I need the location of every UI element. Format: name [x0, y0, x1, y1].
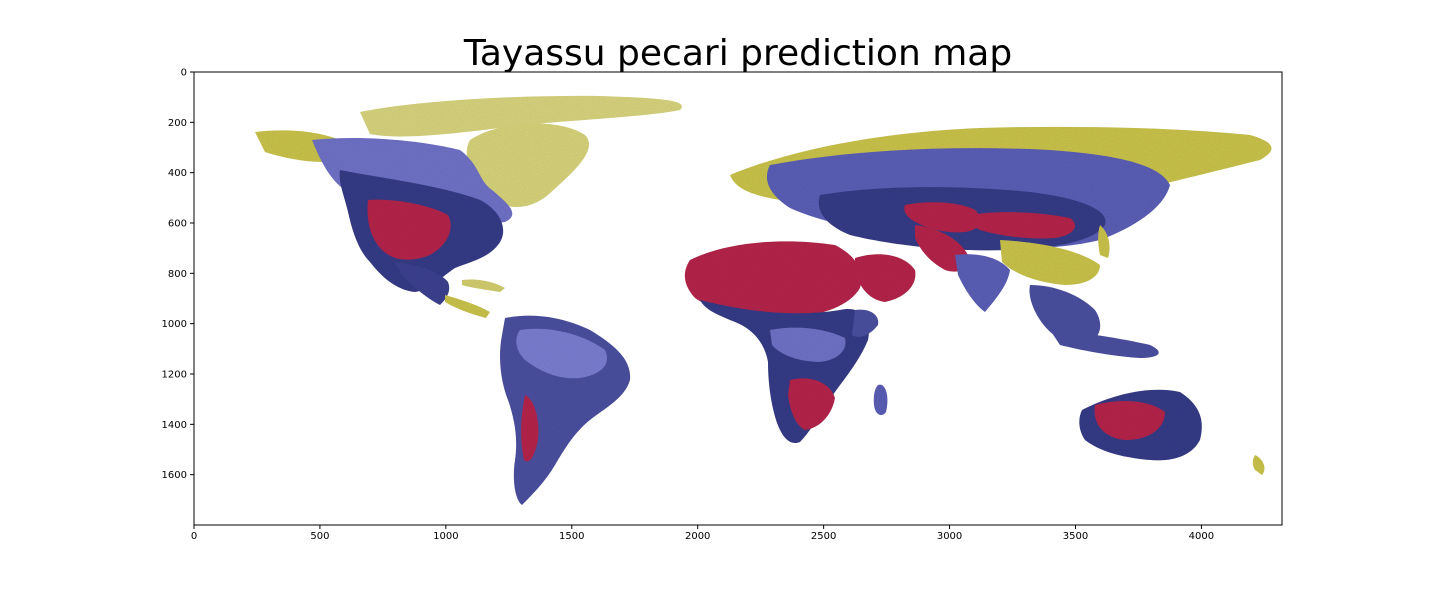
y-tick-label: 200 [168, 118, 187, 129]
amazon-light [516, 328, 608, 379]
india [955, 254, 1010, 312]
tibet-hot [969, 212, 1075, 239]
madagascar [873, 384, 888, 416]
mexico [395, 262, 450, 305]
chart-title: Tayassu pecari prediction map [463, 33, 1013, 74]
greenland [466, 123, 590, 208]
x-tick-label: 3500 [1063, 531, 1088, 542]
indonesia [1050, 330, 1159, 358]
australia-hot [1094, 400, 1165, 440]
y-tick-label: 1600 [162, 470, 187, 481]
arctic-islands [360, 95, 682, 137]
x-tick-label: 1500 [559, 531, 584, 542]
arabia [855, 254, 916, 302]
central-america [445, 295, 490, 318]
middle-east-hot [915, 225, 969, 272]
usa-hot [367, 199, 451, 260]
africa-north-hot [684, 241, 862, 319]
y-tick-label: 1400 [162, 420, 187, 431]
africa-light [770, 327, 846, 362]
africa-south-hot [788, 378, 835, 430]
new-zealand [1252, 455, 1265, 475]
central-asia-hot [904, 202, 981, 233]
x-tick-label: 500 [310, 531, 329, 542]
africa-central [700, 300, 869, 444]
plot-frame [193, 71, 1283, 526]
japan [1098, 225, 1110, 258]
y-axis: 0 200 400 600 800 1000 1200 1400 1600 [162, 68, 194, 481]
x-tick-label: 4000 [1189, 531, 1214, 542]
prediction-map-land [255, 95, 1272, 505]
x-tick-label: 2000 [685, 531, 710, 542]
y-tick-label: 1200 [162, 370, 187, 381]
east-asia-yellow [1000, 240, 1100, 285]
andes-hot [521, 395, 539, 462]
y-tick-label: 1000 [162, 319, 187, 330]
y-tick-label: 0 [181, 68, 187, 79]
x-tick-label: 3000 [937, 531, 962, 542]
y-tick-label: 400 [168, 168, 187, 179]
x-axis: 0 500 1000 1500 2000 2500 3000 3500 4000 [191, 525, 1214, 542]
horn-africa [852, 309, 879, 337]
x-tick-label: 0 [191, 531, 197, 542]
x-tick-label: 1000 [433, 531, 458, 542]
southeast-asia [1029, 285, 1101, 345]
caribbean [462, 279, 505, 292]
y-tick-label: 800 [168, 269, 187, 280]
y-tick-label: 600 [168, 219, 187, 230]
x-tick-label: 2500 [811, 531, 836, 542]
